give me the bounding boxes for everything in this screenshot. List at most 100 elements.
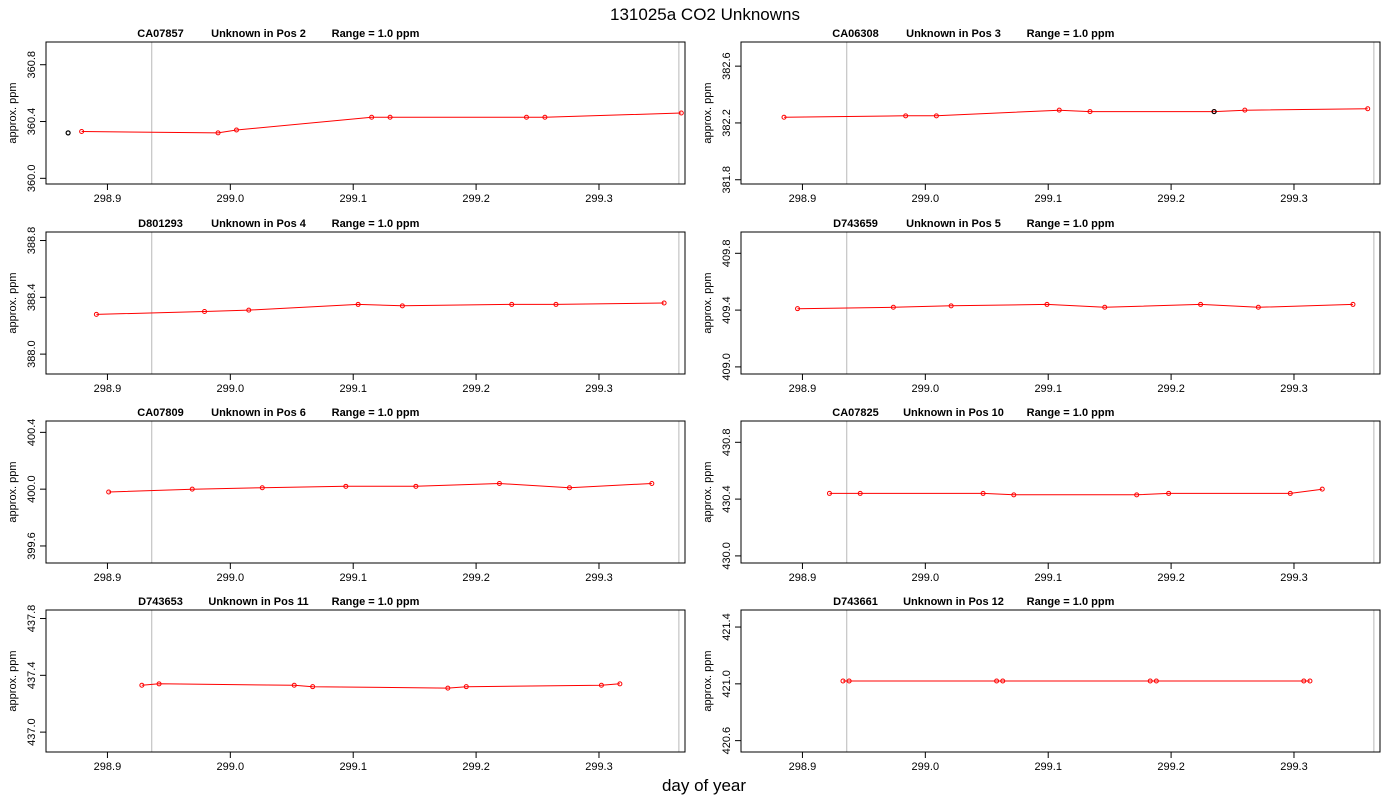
series-line <box>783 108 1368 118</box>
data-point <box>399 303 405 309</box>
data-point <box>890 304 896 310</box>
y-axis-title: approx. ppm <box>7 82 19 143</box>
series-line <box>108 482 652 493</box>
data-point <box>566 485 572 491</box>
panel-tank-id: CA07857 <box>137 28 183 40</box>
plot-frame <box>740 231 1381 375</box>
plot-frame <box>740 609 1381 753</box>
data-point <box>840 678 846 684</box>
x-tick-label: 298.9 <box>789 761 817 773</box>
y-tick-label: 381.8 <box>721 166 733 194</box>
data-point <box>1056 107 1062 113</box>
data-point <box>355 301 361 307</box>
chart-panel: D743661 Unknown in Pos 12 Range = 1.0 ppm 2… <box>702 596 1381 773</box>
panel-grid: CA07857 Unknown in Pos 2 Range = 1.0 ppm 29… <box>7 28 1381 773</box>
x-tick-label: 299.1 <box>339 383 367 395</box>
x-tick-label: 299.0 <box>912 572 940 584</box>
x-tick-label: 299.0 <box>912 193 940 205</box>
data-point <box>509 301 515 307</box>
data-point <box>523 114 529 120</box>
y-tick-label: 399.6 <box>26 532 38 560</box>
panel-range: Range = 1.0 ppm <box>332 218 420 230</box>
plot-frame <box>740 41 1381 185</box>
x-tick-label: 299.1 <box>1034 572 1062 584</box>
y-tick-label: 360.8 <box>26 51 38 79</box>
panel-range: Range = 1.0 ppm <box>332 596 420 608</box>
series-line <box>96 302 665 315</box>
x-tick-label: 299.2 <box>1157 572 1185 584</box>
x-tick-label: 299.1 <box>1034 383 1062 395</box>
x-tick-label: 299.2 <box>462 761 490 773</box>
x-tick-label: 298.9 <box>94 193 122 205</box>
data-point <box>1087 109 1093 115</box>
y-tick-label: 382.2 <box>721 109 733 137</box>
x-tick-label: 299.0 <box>217 383 245 395</box>
chart-panel: D743653 Unknown in Pos 11 Range = 1.0 ppm 2… <box>7 596 686 773</box>
x-tick-label: 299.0 <box>217 572 245 584</box>
data-point <box>156 681 162 687</box>
panel-position: Unknown in Pos 12 <box>903 596 1004 608</box>
data-point <box>343 483 349 489</box>
y-tick-label: 430.8 <box>721 429 733 457</box>
panel-position: Unknown in Pos 2 <box>211 28 306 40</box>
x-tick-label: 299.3 <box>1280 383 1308 395</box>
data-point <box>291 682 297 688</box>
chart-panel: CA06308 Unknown in Pos 3 Range = 1.0 ppm 29… <box>702 28 1381 205</box>
x-tick-label: 299.3 <box>1280 193 1308 205</box>
y-tick-label: 437.0 <box>26 718 38 746</box>
y-tick-label: 421.0 <box>721 670 733 698</box>
y-axis-title: approx. ppm <box>7 461 19 522</box>
y-axis-title: approx. ppm <box>7 272 19 333</box>
panel-position: Unknown in Pos 4 <box>211 218 307 230</box>
panel-position: Unknown in Pos 5 <box>906 218 1001 230</box>
chart-panel: CA07809 Unknown in Pos 6 Range = 1.0 ppm 29… <box>7 407 686 584</box>
data-point <box>202 309 208 315</box>
plot-frame <box>45 609 686 753</box>
x-tick-label: 299.3 <box>585 383 613 395</box>
x-tick-label: 299.2 <box>1157 761 1185 773</box>
x-tick-label: 299.2 <box>1157 193 1185 205</box>
x-tick-label: 298.9 <box>789 572 817 584</box>
x-tick-label: 298.9 <box>94 572 122 584</box>
data-point <box>259 485 265 491</box>
x-tick-label: 299.3 <box>585 572 613 584</box>
plot-frame <box>740 420 1381 564</box>
x-tick-label: 299.0 <box>217 761 245 773</box>
x-tick-label: 299.2 <box>462 193 490 205</box>
panel-tank-id: D743661 <box>833 596 878 608</box>
y-axis-title: approx. ppm <box>702 82 714 143</box>
data-point <box>496 480 502 486</box>
data-point <box>445 685 451 691</box>
y-axis-title: approx. ppm <box>702 650 714 711</box>
data-point <box>79 128 85 134</box>
data-point <box>948 303 954 309</box>
y-tick-label: 409.8 <box>721 240 733 268</box>
x-axis-title: day of year <box>662 776 746 795</box>
panel-tank-id: D801293 <box>138 218 183 230</box>
x-tick-label: 299.0 <box>912 761 940 773</box>
y-tick-label: 360.0 <box>26 165 38 193</box>
data-point <box>1365 106 1371 112</box>
y-tick-label: 382.6 <box>721 52 733 80</box>
y-tick-label: 400.0 <box>26 475 38 503</box>
data-point <box>661 300 667 306</box>
data-point <box>994 678 1000 684</box>
data-point <box>1198 301 1204 307</box>
data-point <box>1000 678 1006 684</box>
series-line <box>797 303 1354 310</box>
y-tick-label: 400.4 <box>26 419 38 447</box>
data-point <box>1319 486 1325 492</box>
y-axis-title: approx. ppm <box>702 461 714 522</box>
panel-range: Range = 1.0 ppm <box>1027 596 1115 608</box>
x-tick-label: 299.3 <box>1280 761 1308 773</box>
y-tick-label: 421.4 <box>721 613 733 641</box>
data-point <box>1287 490 1293 496</box>
data-point <box>1153 678 1159 684</box>
data-point <box>678 110 684 116</box>
x-tick-label: 299.3 <box>585 761 613 773</box>
plot-frame <box>45 231 686 375</box>
y-tick-label: 437.4 <box>26 662 38 690</box>
panel-tank-id: CA07809 <box>137 407 183 419</box>
data-point <box>139 682 145 688</box>
series-line <box>81 112 682 134</box>
